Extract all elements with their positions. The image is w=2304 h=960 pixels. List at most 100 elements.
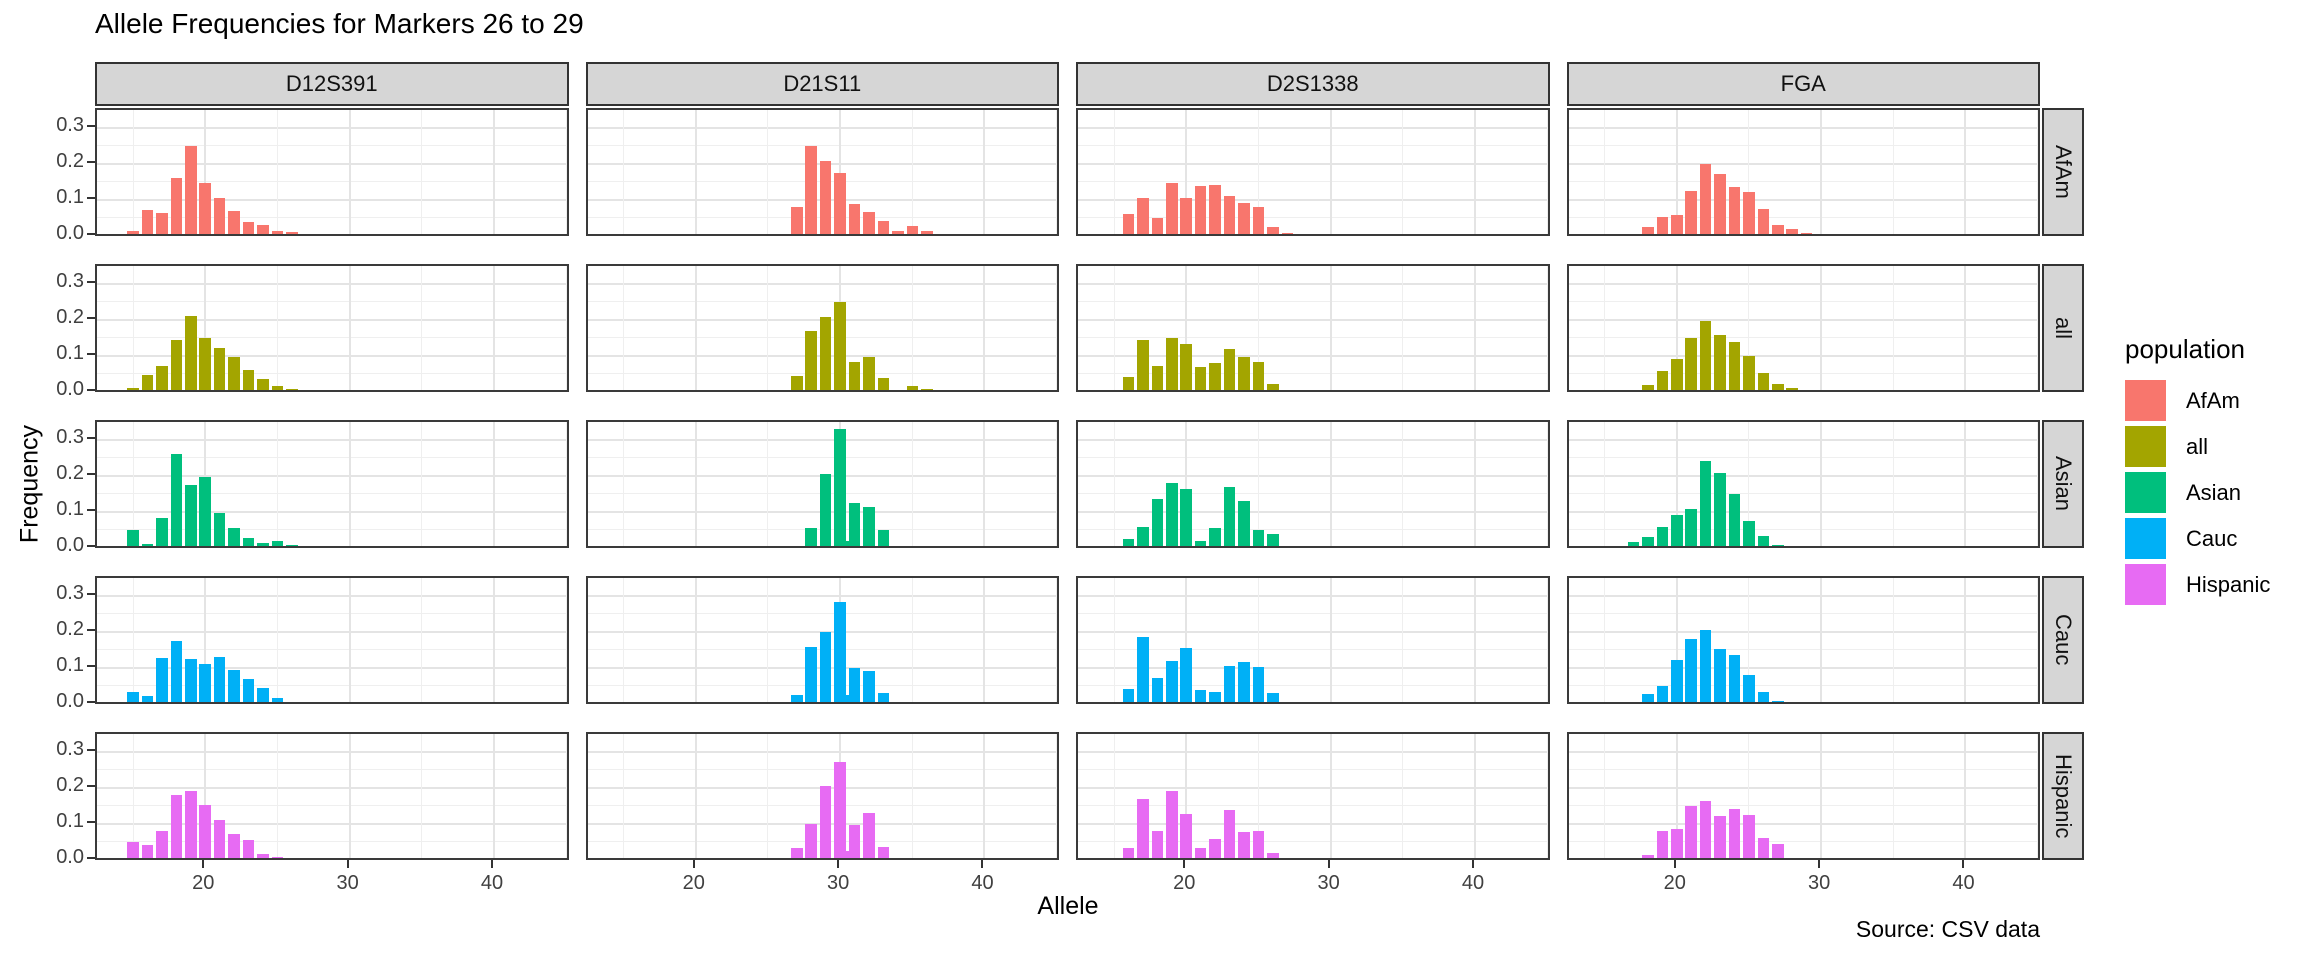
bar-D21S11-Cauc-33: [877, 693, 890, 702]
gridline-minor-h: [1568, 145, 2038, 146]
bar-D21S11-all-27: [791, 376, 803, 390]
bar-D2S1338-all-27: [1281, 389, 1294, 390]
bar-D2S1338-Hispanic-21: [1194, 848, 1207, 858]
bar-D21S11-Hispanic-24: [748, 859, 760, 860]
gridline-minor-v: [1546, 266, 1548, 390]
gridline-minor-v: [421, 110, 423, 234]
gridline-major-h: [97, 630, 567, 633]
gridline-minor-v: [1402, 734, 1404, 858]
gridline-major-h: [97, 859, 567, 861]
gridline-major-v: [1185, 578, 1188, 702]
gridline-minor-v: [767, 734, 769, 858]
gridline-minor-h: [97, 301, 567, 302]
gridline-major-h: [1568, 474, 2038, 477]
bar-D21S11-all-38: [950, 391, 962, 392]
gridline-minor-v: [767, 578, 769, 702]
legend-swatch-AfAm: [2125, 380, 2166, 421]
panel-FGA-Cauc: [1566, 576, 2040, 704]
bar-D12S391-all-23: [242, 370, 255, 390]
gridline-minor-v: [1748, 110, 1750, 234]
gridline-minor-v: [276, 578, 278, 702]
bar-D2S1338-Cauc-23: [1223, 666, 1236, 702]
bar-D12S391-AfAm-19: [185, 145, 197, 234]
gridline-minor-h: [1568, 301, 2038, 302]
bar-FGA-all-30: [1815, 391, 1827, 392]
legend-swatch-all: [2125, 426, 2166, 467]
bar-D12S391-Cauc-22: [228, 670, 240, 702]
bar-FGA-Hispanic-23: [1714, 816, 1726, 858]
x-tick: [490, 860, 493, 868]
x-axis-title: Allele: [1037, 892, 1099, 920]
gridline-major-v: [492, 422, 495, 546]
bar-FGA-AfAm-21: [1685, 190, 1697, 234]
bar-FGA-Asian-17: [1627, 542, 1640, 546]
x-tick: [1471, 860, 1474, 868]
bar-D2S1338-Asian-16: [1122, 538, 1135, 546]
bar-D12S391-AfAm-20: [199, 182, 212, 234]
gridline-major-v: [694, 110, 697, 234]
bar-D2S1338-all-18: [1151, 365, 1164, 390]
y-tick: [87, 196, 95, 199]
bar-D2S1338-Asian-21: [1194, 541, 1207, 546]
gridline-major-h: [1078, 126, 1548, 129]
y-tick-label: 0.2: [56, 149, 84, 172]
gridline-minor-v: [1604, 110, 1606, 234]
bar-D2S1338-AfAm-24: [1238, 203, 1250, 234]
gridline-minor-v: [1546, 734, 1548, 858]
gridline-major-h: [587, 750, 1057, 753]
gridline-minor-v: [1748, 578, 1750, 702]
bar-FGA-Cauc-18: [1642, 693, 1654, 702]
gridline-major-v: [1185, 110, 1188, 234]
gridline-minor-v: [911, 110, 913, 234]
gridline-major-v: [983, 110, 986, 234]
gridline-minor-v: [565, 734, 567, 858]
gridline-minor-v: [1113, 266, 1115, 390]
bar-D2S1338-Asian-24: [1238, 500, 1250, 546]
gridline-major-h: [97, 822, 567, 825]
gridline-major-v: [348, 266, 351, 390]
bar-D2S1338-Hispanic-25: [1252, 831, 1265, 858]
gridline-major-h: [1568, 594, 2038, 597]
bar-D12S391-Cauc-18: [170, 641, 183, 702]
bar-D2S1338-Cauc-17: [1137, 636, 1149, 702]
x-tick-label: 40: [480, 872, 504, 894]
legend-entry-all: all: [2125, 426, 2304, 467]
legend-swatch-Hispanic: [2125, 564, 2166, 605]
panel-FGA-all: [1566, 264, 2040, 392]
gridline-major-h: [97, 318, 567, 321]
panel-D12S391-Asian: [95, 420, 569, 548]
bar-D12S391-Asian-17: [156, 517, 168, 546]
bar-D2S1338-AfAm-19: [1166, 183, 1178, 234]
y-tick: [87, 160, 95, 163]
bar-D21S11-all-25: [762, 390, 774, 392]
gridline-minor-h: [1568, 805, 2038, 806]
gridline-minor-h: [1568, 493, 2038, 494]
y-axis-title: Frequency: [15, 424, 44, 544]
bar-D2S1338-Asian-17: [1137, 527, 1149, 546]
gridline-major-h: [1078, 750, 1548, 753]
bar-FGA-AfAm-23: [1714, 173, 1726, 234]
bar-D21S11-Asian-30.2: [837, 541, 849, 546]
panel-D12S391-Hispanic: [95, 732, 569, 860]
bar-D12S391-AfAm-21: [213, 198, 226, 234]
bar-D12S391-Asian-27: [300, 545, 313, 546]
gridline-major-h: [97, 750, 567, 753]
bar-FGA-all-29: [1801, 390, 1813, 392]
gridline-minor-h: [587, 457, 1057, 458]
facet-column-strip-D21S11: D21S11: [585, 62, 1059, 106]
y-tick-label: 0.1: [56, 809, 84, 832]
bar-D2S1338-all-22: [1209, 363, 1221, 390]
gridline-major-h: [97, 162, 567, 165]
gridline-minor-h: [1568, 613, 2038, 614]
bar-D21S11-all-35: [906, 386, 919, 390]
panel-FGA-Asian: [1566, 420, 2040, 548]
bar-D2S1338-Cauc-19: [1166, 660, 1178, 702]
gridline-minor-v: [2037, 578, 2039, 702]
gridline-major-h: [1078, 474, 1548, 477]
bar-D21S11-Hispanic-30.2: [837, 850, 849, 858]
gridline-minor-h: [587, 613, 1057, 614]
bar-D12S391-Cauc-19: [185, 658, 197, 702]
gridline-major-h: [97, 391, 567, 393]
bar-D2S1338-AfAm-21: [1194, 185, 1207, 234]
